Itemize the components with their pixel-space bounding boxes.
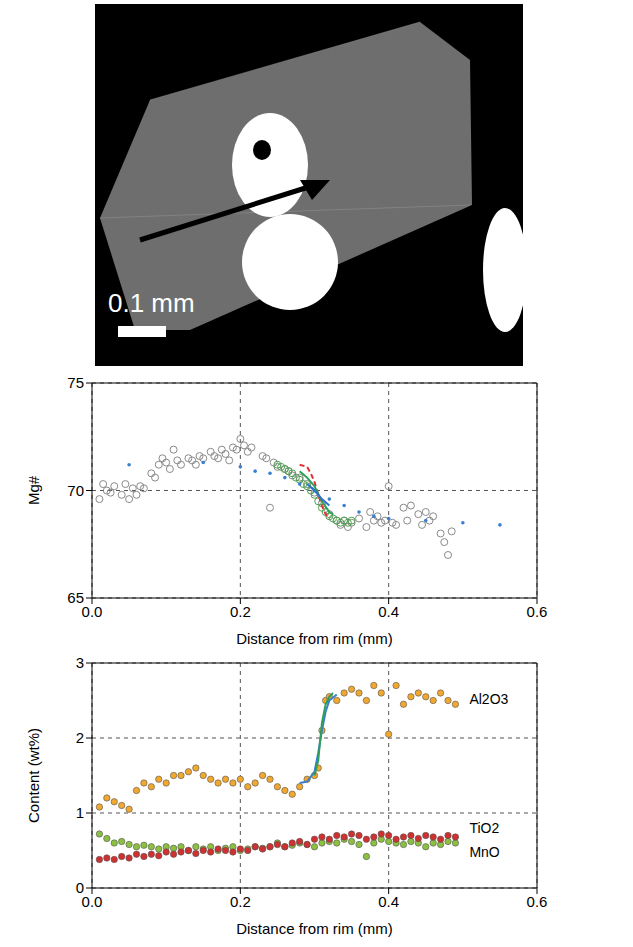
svg-text:75: 75 (67, 374, 84, 391)
svg-text:Content (wt%): Content (wt%) (25, 728, 42, 823)
svg-text:0.2: 0.2 (230, 893, 251, 910)
svg-text:65: 65 (67, 589, 84, 606)
svg-text:3: 3 (76, 654, 84, 671)
svg-text:Al2O3: Al2O3 (469, 691, 508, 707)
svg-text:0.6: 0.6 (527, 603, 548, 620)
svg-text:70: 70 (67, 482, 84, 499)
svg-text:0.0: 0.0 (82, 603, 103, 620)
svg-text:0.1 mm: 0.1 mm (108, 288, 195, 318)
svg-text:0.6: 0.6 (527, 893, 548, 910)
svg-text:Distance from rim (mm): Distance from rim (mm) (236, 630, 393, 647)
svg-text:0.4: 0.4 (378, 603, 399, 620)
svg-text:TiO2: TiO2 (469, 820, 499, 836)
svg-text:0.0: 0.0 (82, 893, 103, 910)
svg-text:2: 2 (76, 729, 84, 746)
svg-text:MnO: MnO (469, 844, 499, 860)
svg-text:0.2: 0.2 (230, 603, 251, 620)
svg-text:0.4: 0.4 (378, 893, 399, 910)
svg-text:0: 0 (76, 879, 84, 896)
svg-text:Distance from rim (mm): Distance from rim (mm) (236, 920, 393, 937)
svg-text:1: 1 (76, 804, 84, 821)
svg-text:Mg#: Mg# (25, 475, 42, 505)
